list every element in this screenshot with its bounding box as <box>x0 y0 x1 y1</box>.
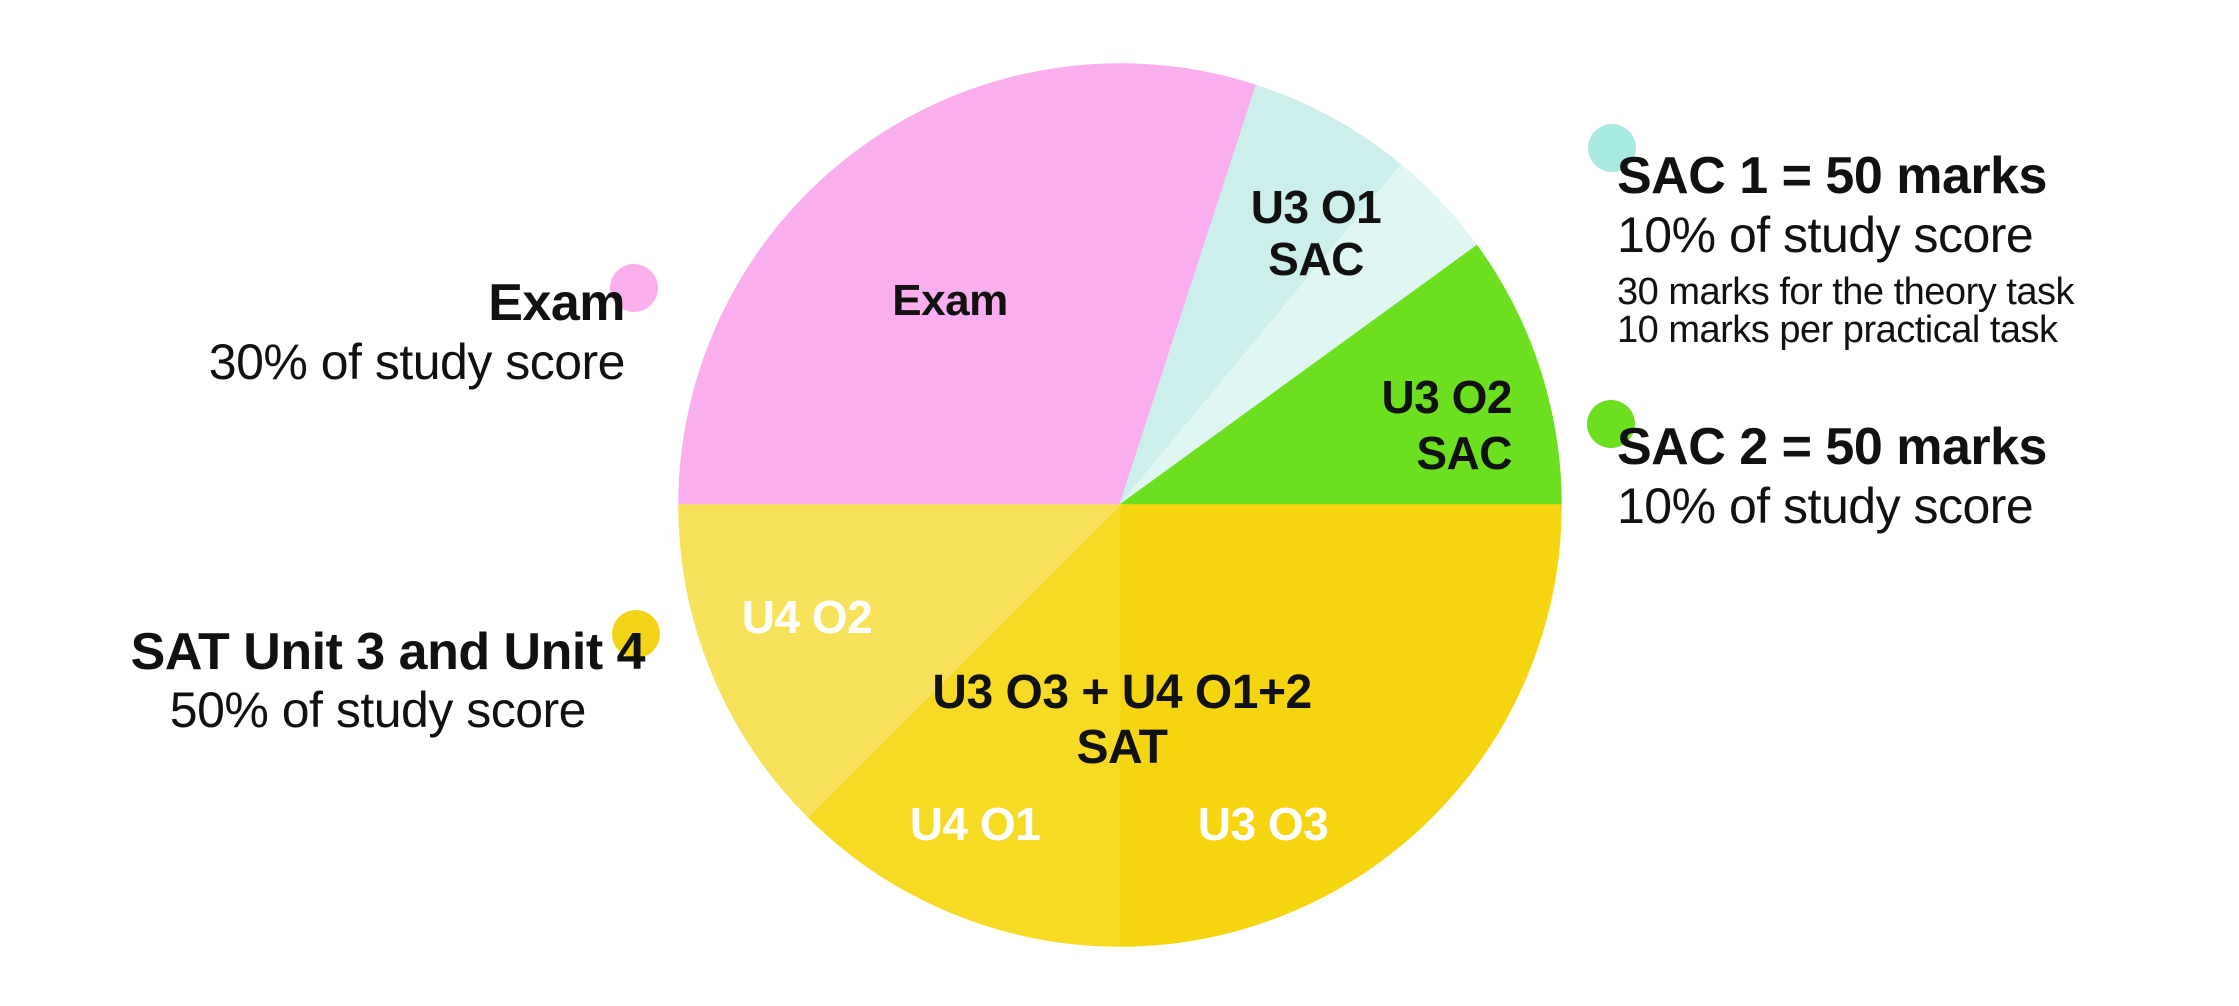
sac1-annotation-subtitle: 10% of study score <box>1617 207 2034 263</box>
pie-label-u3o2-sac: U3 O2 SAC <box>1381 369 1513 481</box>
pie-slice-u3o1-theory <box>1119 84 1403 506</box>
pie-label-u3o1-line1: U3 O1 <box>1250 181 1382 233</box>
pie-slice-u4o2 <box>678 504 1122 818</box>
pie-slice-u4o1 <box>807 503 1121 947</box>
pie-label-u3o1-sac: U3 O1 SAC <box>1250 181 1382 285</box>
pie-label-sat-line1: U3 O3 + U4 O1+2 <box>932 666 1312 719</box>
sac1-annotation-detail-2: 10 marks per practical task <box>1617 309 2058 351</box>
sat-annotation-subtitle: 50% of study score <box>169 682 587 738</box>
sac1-dot <box>1588 124 1636 172</box>
sac1-annotation-title: SAC 1 = 50 marks <box>1617 147 2047 205</box>
pie-label-sat-line2: SAT <box>1076 721 1168 774</box>
sac1-annotation-detail-1: 30 marks for the theory task <box>1617 271 2074 313</box>
pie-label-u3o2-line2: SAC <box>1416 427 1512 479</box>
pie-slice-u3o2 <box>1117 244 1562 506</box>
pie-label-u3o3: U3 O3 <box>1197 798 1329 850</box>
pie-label-u3o2-line1: U3 O2 <box>1381 371 1513 423</box>
pie-label-exam: Exam <box>892 276 1008 325</box>
pie-label-u4o1: U4 O1 <box>909 798 1041 850</box>
pie-label-u3o1-line2: SAC <box>1268 233 1364 285</box>
pie-slice-exam <box>678 63 1258 506</box>
exam-dot <box>610 264 658 312</box>
sat-annotation-title: SAT Unit 3 and Unit 4 <box>130 623 646 681</box>
sat-dot <box>612 610 660 658</box>
sac2-annotation-title: SAC 2 = 50 marks <box>1617 418 2047 476</box>
exam-annotation-subtitle: 30% of study score <box>208 334 626 390</box>
pie-label-u4o2: U4 O2 <box>741 591 873 643</box>
pie-label-sat: U3 O3 + U4 O1+2 SAT <box>932 665 1312 775</box>
pie-slice-u3o3 <box>1119 504 1562 947</box>
exam-annotation-title: Exam <box>488 274 625 332</box>
sac2-annotation-subtitle: 10% of study score <box>1617 478 2034 534</box>
sac2-dot <box>1587 400 1635 448</box>
